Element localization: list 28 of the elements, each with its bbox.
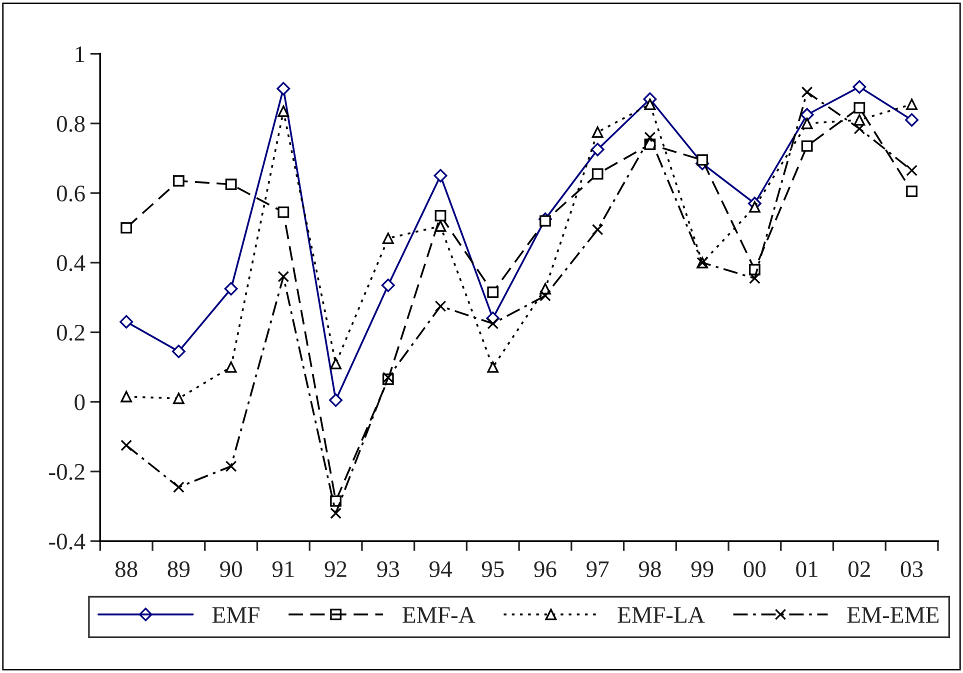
x-tick-label: 91 xyxy=(272,561,294,578)
x-tick-label: 00 xyxy=(744,561,766,578)
x-tick-label: 92 xyxy=(324,561,346,578)
x-tick-label: 01 xyxy=(796,561,818,578)
legend-label: EMF-LA xyxy=(618,607,705,623)
x-tick-label: 98 xyxy=(638,561,661,578)
legend-label: EMF xyxy=(212,607,260,623)
y-tick-label: -0.2 xyxy=(49,464,84,480)
x-tick-label: 90 xyxy=(220,561,242,578)
x-tick-label: 99 xyxy=(691,561,714,578)
x-tick-label: 96 xyxy=(534,561,556,578)
y-tick-label: 0.4 xyxy=(56,255,86,272)
legend-label: EMF-A xyxy=(402,607,476,623)
y-tick-label: -0.4 xyxy=(49,534,86,550)
x-tick-label: 88 xyxy=(115,561,138,578)
x-tick-label: 02 xyxy=(848,561,870,578)
y-tick-label: 0.6 xyxy=(56,186,85,202)
y-tick-label: 1 xyxy=(76,46,84,62)
x-tick-label: 97 xyxy=(586,561,609,578)
legend-label: EM-EME xyxy=(847,607,939,623)
y-tick-label: 0 xyxy=(74,394,85,410)
x-tick-label: 03 xyxy=(900,561,923,578)
y-tick-label: 0.2 xyxy=(56,324,84,341)
x-tick-label: 95 xyxy=(482,561,504,578)
x-tick-label: 94 xyxy=(429,561,452,578)
x-tick-label: 89 xyxy=(168,561,190,578)
x-tick-label: 93 xyxy=(377,561,400,578)
y-tick-label: 0.8 xyxy=(56,116,85,132)
